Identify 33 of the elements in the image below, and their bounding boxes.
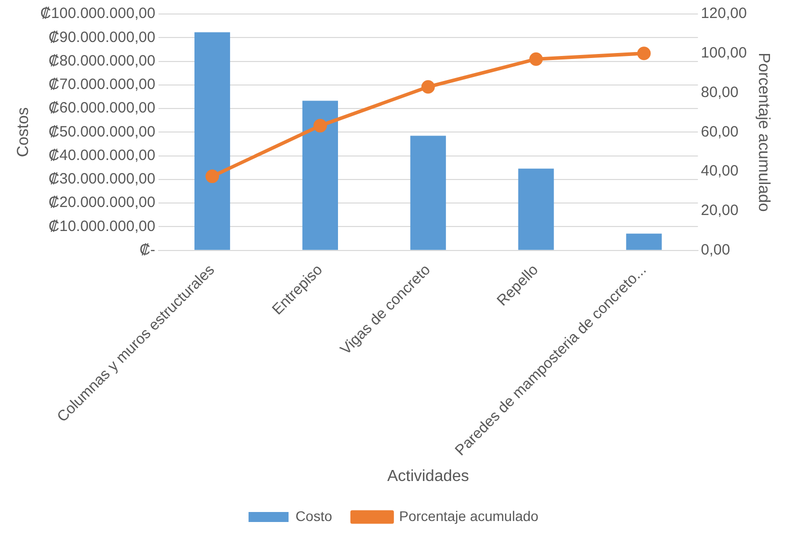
y-tick-label: ₡30.000.000,00 (48, 170, 156, 188)
y-tick-label: ₡80.000.000,00 (48, 52, 156, 70)
y-tick-label: ₡- (139, 242, 156, 258)
point (313, 118, 327, 132)
y2-tick-label: 120,00 (700, 5, 747, 22)
y2-tick-label: 20,00 (700, 202, 738, 220)
y2-tick-label: 100,00 (700, 44, 747, 62)
bar (302, 100, 338, 250)
y2-tick-label: 0,00 (700, 242, 730, 258)
x-axis-title: Actividades (387, 468, 470, 485)
bar (518, 168, 554, 250)
y-tick-label: ₡60.000.000,00 (48, 100, 156, 117)
y-tick-label: ₡70.000.000,00 (48, 76, 156, 94)
legend-label: Porcentaje acumulado (399, 508, 539, 524)
y2-tick-label: 60,00 (700, 123, 738, 140)
point (529, 52, 543, 66)
y-tick-label: ₡50.000.000,00 (48, 123, 156, 140)
bar (194, 32, 230, 250)
legend-label: Costo (296, 508, 332, 524)
bar (410, 136, 446, 250)
y-tick-label: ₡10.000.000,00 (48, 218, 156, 235)
y-tick-label: ₡40.000.000,00 (48, 146, 156, 164)
point (421, 80, 435, 94)
y-tick-label: ₡90.000.000,00 (48, 28, 156, 46)
point (637, 46, 651, 60)
y2-tick-label: 80,00 (700, 84, 738, 101)
point (206, 170, 220, 184)
y2-axis-title: Porcentaje acumulado (754, 52, 772, 212)
y-tick-label: ₡20.000.000,00 (48, 194, 156, 212)
bar (626, 234, 662, 250)
y2-tick-label: 40,00 (700, 162, 738, 180)
y-axis-title: Costos (15, 107, 32, 158)
y-tick-label: ₡100.000.000,00 (40, 5, 156, 22)
